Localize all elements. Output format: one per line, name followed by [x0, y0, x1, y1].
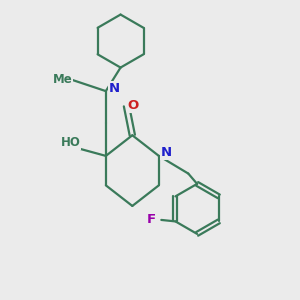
Text: N: N	[109, 82, 120, 95]
Text: O: O	[127, 99, 139, 112]
Text: N: N	[160, 146, 172, 159]
Text: HO: HO	[61, 136, 80, 149]
Text: Me: Me	[52, 73, 72, 86]
Text: F: F	[146, 213, 155, 226]
